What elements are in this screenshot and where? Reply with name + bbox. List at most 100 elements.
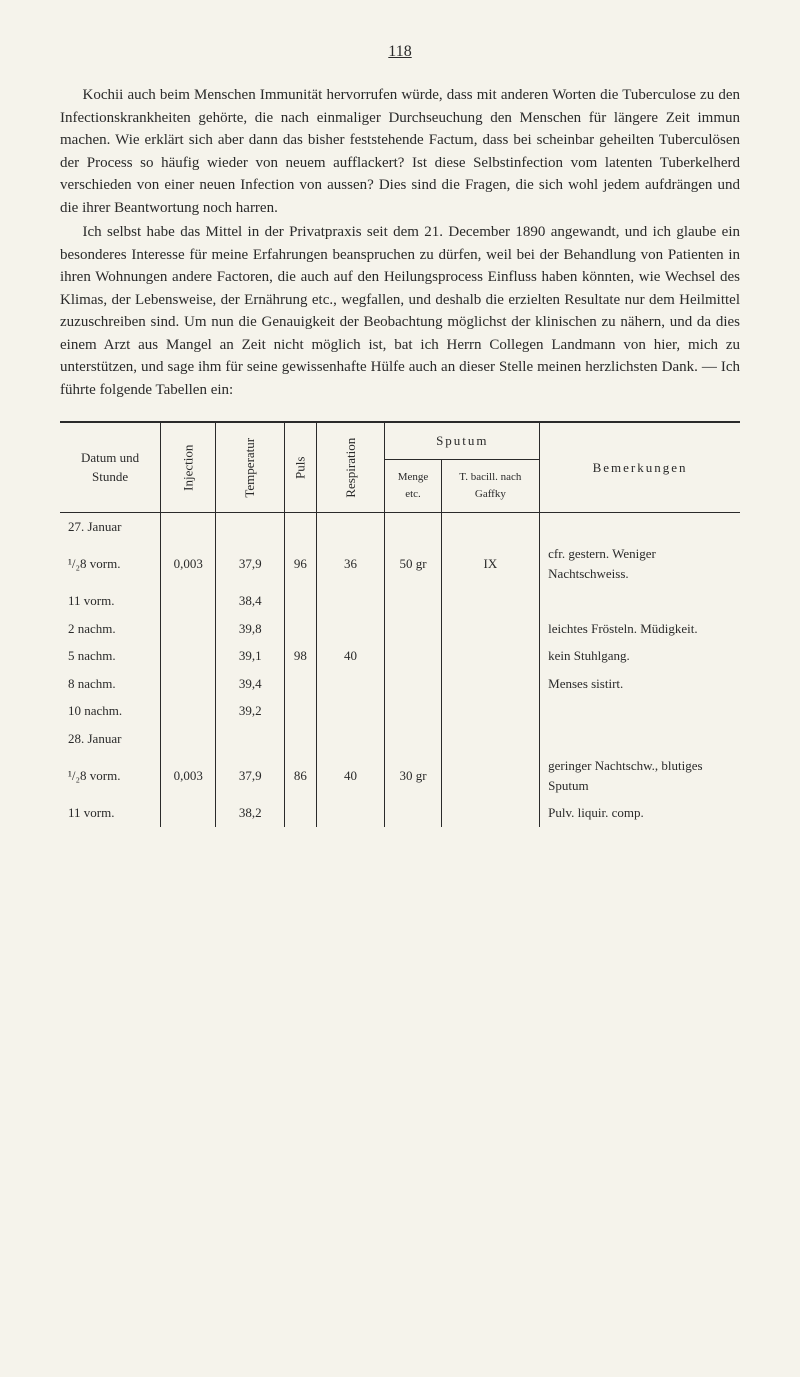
table-cell [385, 642, 441, 670]
col-header-menge: Menge etc. [385, 460, 441, 512]
page-number: 118 [60, 40, 740, 64]
table-cell [161, 512, 216, 540]
table-cell: 11 vorm. [60, 587, 161, 615]
table-cell: 27. Januar [60, 512, 161, 540]
table-cell: 86 [285, 752, 316, 799]
table-cell [441, 670, 540, 698]
table-row: 11 vorm. 38,4 [60, 587, 740, 615]
table-cell: leichtes Frösteln. Müdigkeit. [540, 615, 740, 643]
col-header-temperature-label: Temperatur [240, 437, 260, 497]
table-cell [161, 587, 216, 615]
table-cell [441, 587, 540, 615]
table-cell: 36 [316, 540, 385, 587]
table-cell [441, 642, 540, 670]
table-cell: 39,8 [216, 615, 285, 643]
table-cell: 37,9 [216, 540, 285, 587]
table-cell [316, 615, 385, 643]
table-cell [540, 587, 740, 615]
table-cell: geringer Nachtschw., blutiges Sputum [540, 752, 740, 799]
table-row: 2 nachm. 39,8 leichtes Frösteln. Müdigke… [60, 615, 740, 643]
table-cell [441, 512, 540, 540]
table-cell [441, 725, 540, 753]
table-cell: ¹/₂8 vorm. [60, 752, 161, 799]
table-cell: 10 nachm. [60, 697, 161, 725]
table-cell: 39,1 [216, 642, 285, 670]
table-cell: cfr. gestern. Weniger Nachtschweiss. [540, 540, 740, 587]
table-cell [285, 725, 316, 753]
table-cell [540, 697, 740, 725]
table-cell [316, 725, 385, 753]
table-cell [385, 615, 441, 643]
col-header-date: Datum und Stunde [60, 422, 161, 512]
table-cell: Menses sistirt. [540, 670, 740, 698]
col-header-pulse-label: Puls [291, 456, 311, 478]
table-cell [285, 799, 316, 827]
table-cell: 5 nachm. [60, 642, 161, 670]
table-cell [161, 670, 216, 698]
table-cell: 0,003 [161, 752, 216, 799]
table-cell [285, 697, 316, 725]
table-cell [285, 587, 316, 615]
table-cell [316, 799, 385, 827]
table-cell [161, 615, 216, 643]
col-header-temperature: Temperatur [216, 422, 285, 512]
table-cell: Pulv. liquir. comp. [540, 799, 740, 827]
table-cell [161, 642, 216, 670]
col-header-pulse: Puls [285, 422, 316, 512]
table-cell [216, 725, 285, 753]
table-cell [285, 670, 316, 698]
table-cell: 96 [285, 540, 316, 587]
table-cell [161, 799, 216, 827]
table-row: 28. Januar [60, 725, 740, 753]
table-cell: 8 nachm. [60, 670, 161, 698]
table-cell: 28. Januar [60, 725, 161, 753]
table-cell: 11 vorm. [60, 799, 161, 827]
col-header-respiration-label: Respiration [341, 437, 361, 497]
table-cell [385, 799, 441, 827]
table-cell: 98 [285, 642, 316, 670]
table-cell: kein Stuhlgang. [540, 642, 740, 670]
data-table: Datum und Stunde Injection Temperatur Pu… [60, 421, 740, 827]
table-cell [540, 512, 740, 540]
table-cell [385, 697, 441, 725]
table-cell: 2 nachm. [60, 615, 161, 643]
table-row: 11 vorm. 38,2 Pulv. liquir. comp. [60, 799, 740, 827]
table-cell [316, 697, 385, 725]
table-cell [441, 799, 540, 827]
table-cell [441, 752, 540, 799]
col-header-sputum: Sputum [385, 422, 540, 460]
table-cell [441, 697, 540, 725]
table-cell: 50 gr [385, 540, 441, 587]
paragraph-2: Ich selbst habe das Mittel in der Privat… [60, 221, 740, 401]
table-cell [385, 670, 441, 698]
table-cell [385, 725, 441, 753]
table-cell [285, 512, 316, 540]
body-text: Kochii auch beim Menschen Immunität herv… [60, 84, 740, 401]
paragraph-1: Kochii auch beim Menschen Immunität herv… [60, 84, 740, 219]
table-cell: 0,003 [161, 540, 216, 587]
table-row: 5 nachm. 39,1 98 40 kein Stuhlgang. [60, 642, 740, 670]
table-cell: 38,4 [216, 587, 285, 615]
table-cell [316, 587, 385, 615]
table-cell [285, 615, 316, 643]
table-row: ¹/₂8 vorm. 0,003 37,9 86 40 30 gr gering… [60, 752, 740, 799]
table-cell [161, 725, 216, 753]
table-cell: ¹/₂8 vorm. [60, 540, 161, 587]
col-header-bacill: T. bacill. nach Gaffky [441, 460, 540, 512]
col-header-injection-label: Injection [179, 444, 199, 490]
table-cell: 30 gr [385, 752, 441, 799]
table-row: ¹/₂8 vorm. 0,003 37,9 96 36 50 gr IX cfr… [60, 540, 740, 587]
table-cell: 40 [316, 642, 385, 670]
col-header-respiration: Respiration [316, 422, 385, 512]
table-cell: 38,2 [216, 799, 285, 827]
table-cell [316, 670, 385, 698]
table-cell [161, 697, 216, 725]
col-header-remarks: Bemerkungen [540, 422, 740, 512]
table-row: 27. Januar [60, 512, 740, 540]
table-cell: IX [441, 540, 540, 587]
table-cell: 40 [316, 752, 385, 799]
table-row: 8 nachm. 39,4 Menses sistirt. [60, 670, 740, 698]
table-cell [316, 512, 385, 540]
table-cell [216, 512, 285, 540]
table-cell: 39,4 [216, 670, 285, 698]
